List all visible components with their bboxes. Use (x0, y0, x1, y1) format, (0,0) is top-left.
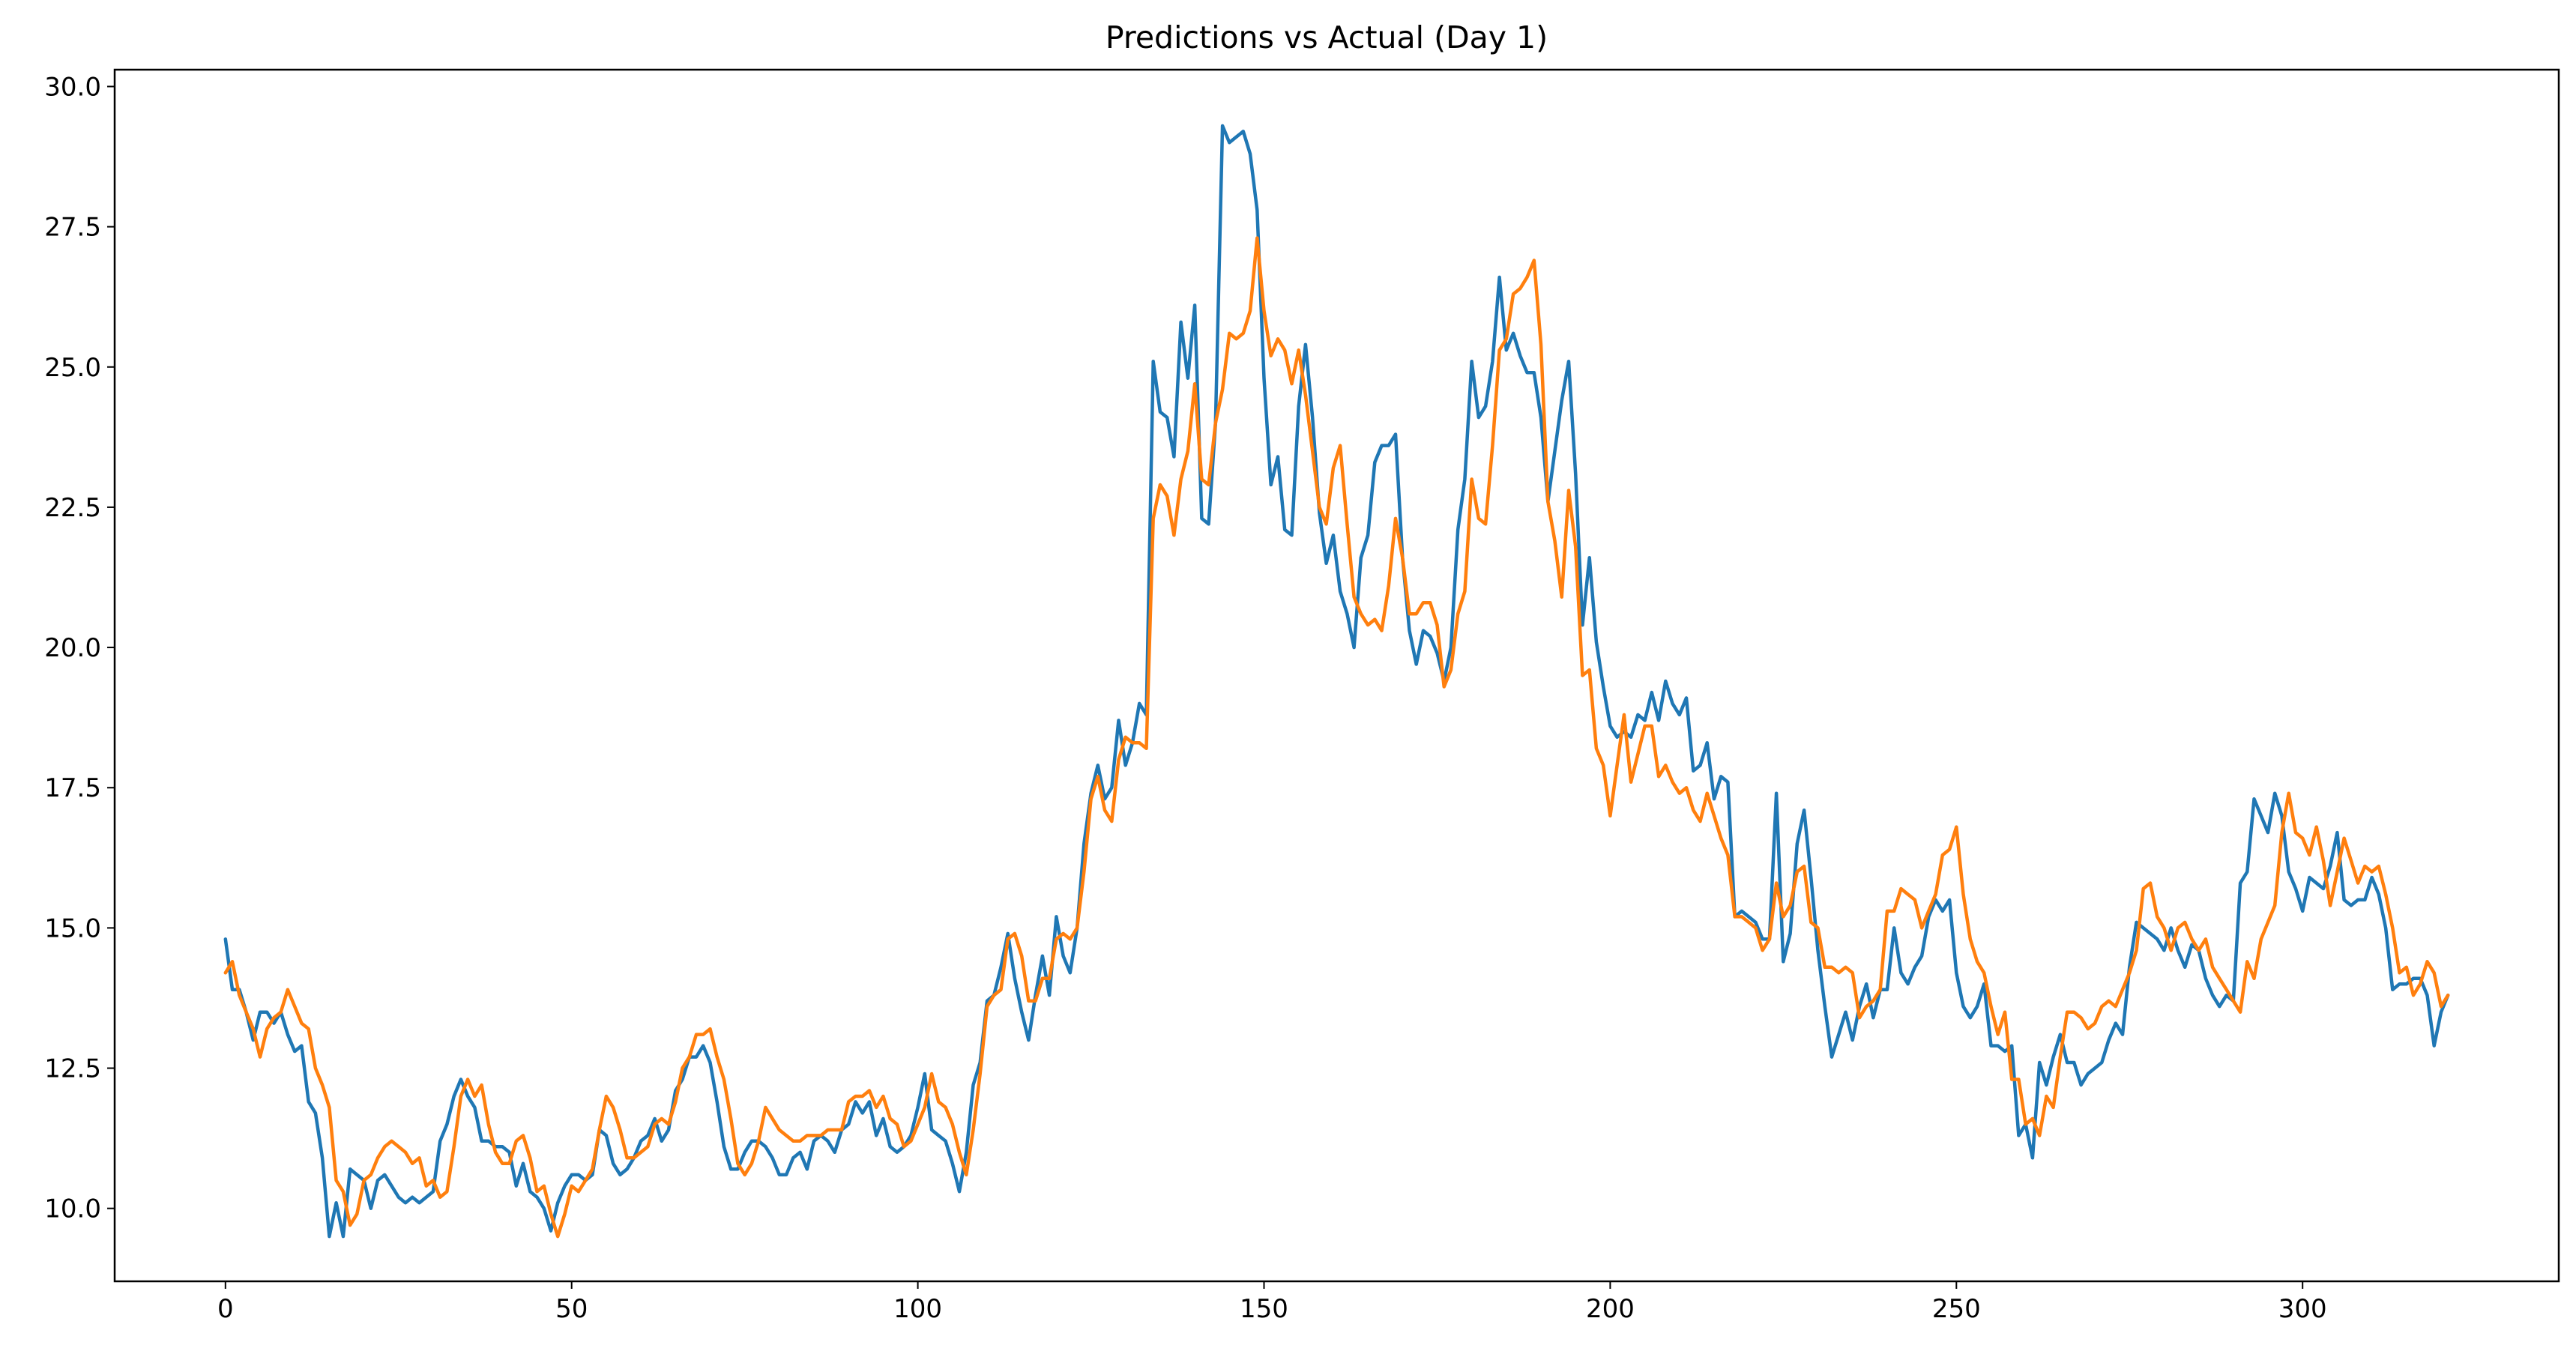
x-tick-label: 0 (217, 1294, 234, 1324)
series-line-2 (223, 236, 2450, 1239)
x-tick-label: 250 (1932, 1294, 1981, 1324)
x-axis: 0 50 100 150 200 250 300 (217, 1281, 2327, 1324)
x-tick-label: 150 (1240, 1294, 1288, 1324)
y-tick-label: 15.0 (44, 913, 101, 943)
y-tick-label: 22.5 (44, 493, 101, 523)
y-tick-label: 27.5 (44, 213, 101, 243)
y-tick-label: 20.0 (44, 633, 101, 663)
y-tick-label: 17.5 (44, 773, 101, 803)
x-tick-label: 300 (2278, 1294, 2327, 1324)
y-tick-label: 10.0 (44, 1194, 101, 1224)
x-tick-label: 100 (893, 1294, 942, 1324)
x-tick-label: 50 (555, 1294, 588, 1324)
chart-title: Predictions vs Actual (Day 1) (1105, 19, 1548, 55)
x-tick-label: 200 (1586, 1294, 1635, 1324)
y-tick-label: 30.0 (44, 72, 101, 102)
y-tick-label: 25.0 (44, 353, 101, 383)
y-axis: 10.0 12.5 15.0 17.5 20.0 22.5 25.0 27.5 30.0 (44, 72, 115, 1224)
plot-area-frame (113, 68, 2560, 1283)
y-tick-label: 12.5 (44, 1054, 101, 1084)
series-layer (223, 124, 2450, 1239)
